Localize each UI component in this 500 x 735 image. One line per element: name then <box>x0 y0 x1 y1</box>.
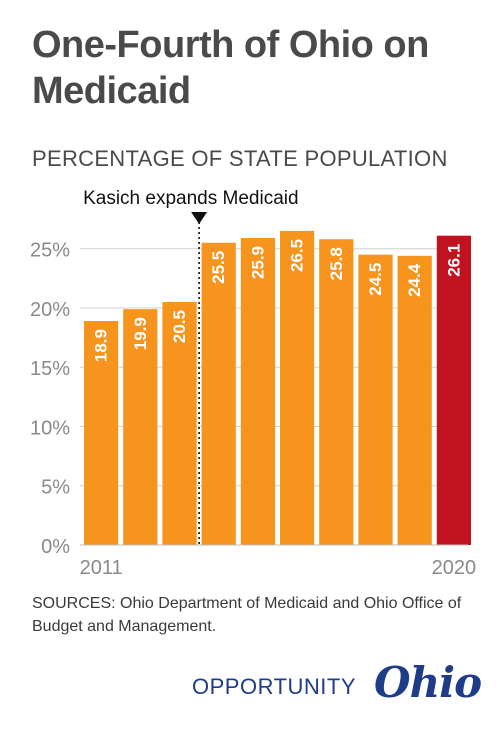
bar-value-label: 25.8 <box>327 247 346 280</box>
y-tick-label: 0% <box>41 536 70 558</box>
annotation-marker <box>191 212 208 224</box>
bar-chart: 0% 5% 10% 15% 20% 25% 18.9 19.9 20.5 25.5 25.9 26.5… <box>30 188 477 579</box>
y-tick-label: 10% <box>30 417 70 439</box>
chart-title: One-Fourth of Ohio on Medicaid <box>32 24 429 112</box>
opportunity-ohio-logo: OPPORTUNITY Ohio <box>192 658 482 712</box>
x-tick-label: 2011 <box>80 557 123 579</box>
y-tick-label: 25% <box>30 240 70 262</box>
bar <box>280 230 315 545</box>
bar-value-label: 24.5 <box>366 263 385 296</box>
bar <box>358 254 393 545</box>
sources-note: SOURCES: Ohio Department of Medicaid and… <box>32 595 462 635</box>
bar <box>201 242 236 545</box>
logo-word-opportunity: OPPORTUNITY <box>192 674 357 699</box>
bar <box>436 235 471 545</box>
bar <box>84 321 119 545</box>
bar-value-label: 18.9 <box>92 329 111 362</box>
annotation-label: Kasich expands Medicaid <box>83 188 298 209</box>
bar-value-label: 25.9 <box>248 246 267 279</box>
bar <box>319 239 354 545</box>
bar <box>162 302 197 545</box>
y-tick-label: 15% <box>30 358 70 380</box>
bar <box>240 238 275 545</box>
bar <box>397 255 432 545</box>
bar <box>123 309 158 545</box>
y-tick-label: 5% <box>41 477 70 499</box>
y-tick-label: 20% <box>30 299 70 321</box>
bar-value-label: 20.5 <box>170 310 189 343</box>
bar-value-label: 24.4 <box>405 263 424 297</box>
bar-value-label: 25.5 <box>209 251 228 284</box>
chart-subtitle: PERCENTAGE OF STATE POPULATION <box>32 146 448 171</box>
bar-value-label: 26.1 <box>444 244 463 277</box>
bar-value-label: 19.9 <box>131 317 150 350</box>
logo-word-ohio: Ohio <box>374 658 482 707</box>
bar-value-label: 26.5 <box>288 239 307 272</box>
x-tick-label: 2020 <box>432 557 477 579</box>
